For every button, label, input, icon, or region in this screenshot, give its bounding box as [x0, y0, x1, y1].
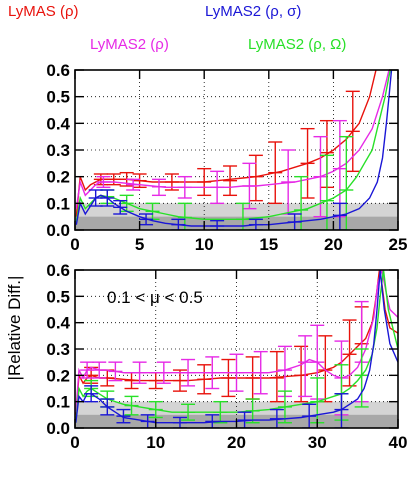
y-tick-label: 0.4: [46, 314, 70, 333]
error-bar-lymas2: [172, 416, 187, 428]
y-tick-label: 0.1: [46, 194, 70, 213]
y-tick-label: 0.2: [46, 168, 70, 187]
error-bar-lymas2: [205, 414, 220, 428]
y-tick-label: 0.2: [46, 366, 70, 385]
y-tick-label: 0.5: [46, 88, 70, 107]
x-tick-label: 20: [324, 235, 343, 254]
error-bar-lymas2: [334, 393, 349, 428]
error-bar-lymas: [132, 173, 147, 189]
error-bar-lymas2: [229, 353, 244, 392]
legend-item-lymas2-rho-sigma: LyMAS2 (ρ, σ): [205, 3, 301, 20]
x-tick-label: 10: [146, 433, 165, 452]
error-bar-lymas2: [126, 178, 141, 191]
error-bar-lymas2: [277, 390, 292, 424]
error-bar-lymas2: [92, 361, 107, 379]
error-bar-lymas: [197, 364, 212, 395]
x-tick-label: 0: [70, 433, 79, 452]
error-bar-lymas2: [100, 398, 115, 416]
error-bar-lymas2: [84, 385, 99, 403]
x-tick-label: 15: [259, 235, 278, 254]
x-tick-label: 25: [389, 235, 408, 254]
x-tick-label: 5: [135, 235, 144, 254]
error-bar-lymas: [345, 90, 360, 173]
error-bar-lymas2: [237, 411, 252, 428]
y-tick-label: 0.3: [46, 141, 70, 160]
y-tick-label: 0.4: [46, 114, 70, 133]
error-bar-lymas2: [213, 400, 228, 424]
error-bar-lymas2: [242, 162, 257, 210]
error-bar-lymas2: [132, 361, 147, 384]
error-bar-lymas2: [302, 403, 317, 428]
error-bar-lymas: [268, 141, 283, 205]
error-bar-lymas2: [205, 356, 220, 390]
y-tick-label: 0.3: [46, 340, 70, 359]
error-bar-lymas2: [156, 361, 171, 384]
error-bar-lymas2: [287, 213, 302, 230]
error-bar-lymas: [223, 165, 238, 197]
error-bar-lymas: [300, 127, 315, 199]
error-bar-lymas2: [181, 358, 196, 387]
error-bar-lymas2: [298, 335, 313, 398]
error-bar-lymas2: [140, 414, 155, 428]
error-bar-lymas2: [332, 202, 347, 230]
x-tick-label: 20: [227, 433, 246, 452]
error-bar-lymas2: [80, 361, 95, 379]
error-bar-lymas2: [108, 361, 123, 382]
x-tick-label: 10: [195, 235, 214, 254]
error-bar-lymas2: [124, 395, 139, 416]
error-bar-lymas: [197, 167, 212, 197]
error-bar-lymas2: [139, 213, 154, 226]
error-bar-lymas: [106, 173, 121, 186]
error-bar-lymas2: [177, 175, 192, 199]
legend-item-lymas2-rho: LyMAS2 (ρ): [90, 36, 169, 53]
error-bar-lymas2: [151, 178, 166, 197]
y-tick-label: 0.1: [46, 393, 70, 412]
error-bar-lymas: [269, 350, 284, 403]
series-line-lymas2: [75, 70, 393, 227]
error-bar-lymas2: [96, 175, 111, 189]
x-tick-label: 0: [70, 235, 79, 254]
error-bar-lymas2: [210, 170, 225, 205]
y-tick-label: 0.0: [46, 221, 70, 240]
y-tick-label: 0.6: [46, 261, 70, 280]
error-bar-lymas2: [171, 218, 186, 230]
error-bar-lymas2: [100, 189, 115, 207]
error-bar-lymas2: [116, 408, 131, 424]
error-bar-lymas2: [269, 408, 284, 428]
error-bar-lymas2: [113, 199, 128, 215]
error-bar-lymas2: [253, 350, 268, 395]
error-bar-lymas2: [248, 218, 263, 230]
y-tick-label: 0.6: [46, 61, 70, 80]
error-bar-lymas2: [119, 194, 134, 213]
y-tick-label: 0.0: [46, 419, 70, 438]
legend-item-lymas-rho: LyMAS (ρ): [8, 3, 78, 20]
legend: LyMAS (ρ) LyMAS2 (ρ, σ) LyMAS2 (ρ) LyMAS…: [8, 3, 346, 53]
mu-range-annotation: 0.1 < μ < 0.5: [107, 288, 203, 307]
error-bar-lymas2: [181, 403, 196, 421]
y-tick-label: 0.5: [46, 287, 70, 306]
y-axis-label: |Relative Diff.|: [5, 276, 24, 381]
error-bar-lymas: [221, 358, 236, 398]
series-line-lymas2: [75, 270, 398, 424]
error-bar-lymas2: [148, 400, 163, 419]
error-bar-lymas2: [245, 398, 260, 424]
error-bar-lymas: [172, 369, 187, 392]
legend-item-lymas2-rho-omega: LyMAS2 (ρ, Ω): [248, 36, 346, 53]
top-panel: 0 5 10 15 20 25 0.0 0.1 0.2 0.3 0.4 0.5 0.6: [46, 61, 407, 254]
error-bar-lymas2: [210, 219, 225, 230]
x-tick-label: 40: [389, 433, 408, 452]
x-tick-label: 30: [308, 433, 327, 452]
error-bar-lymas2: [354, 348, 369, 408]
bottom-panel: 0 10 20 30 40 0.0 0.1 0.2 0.3 0.4 0.5 0.6 0.1 < μ < …: [46, 261, 407, 452]
